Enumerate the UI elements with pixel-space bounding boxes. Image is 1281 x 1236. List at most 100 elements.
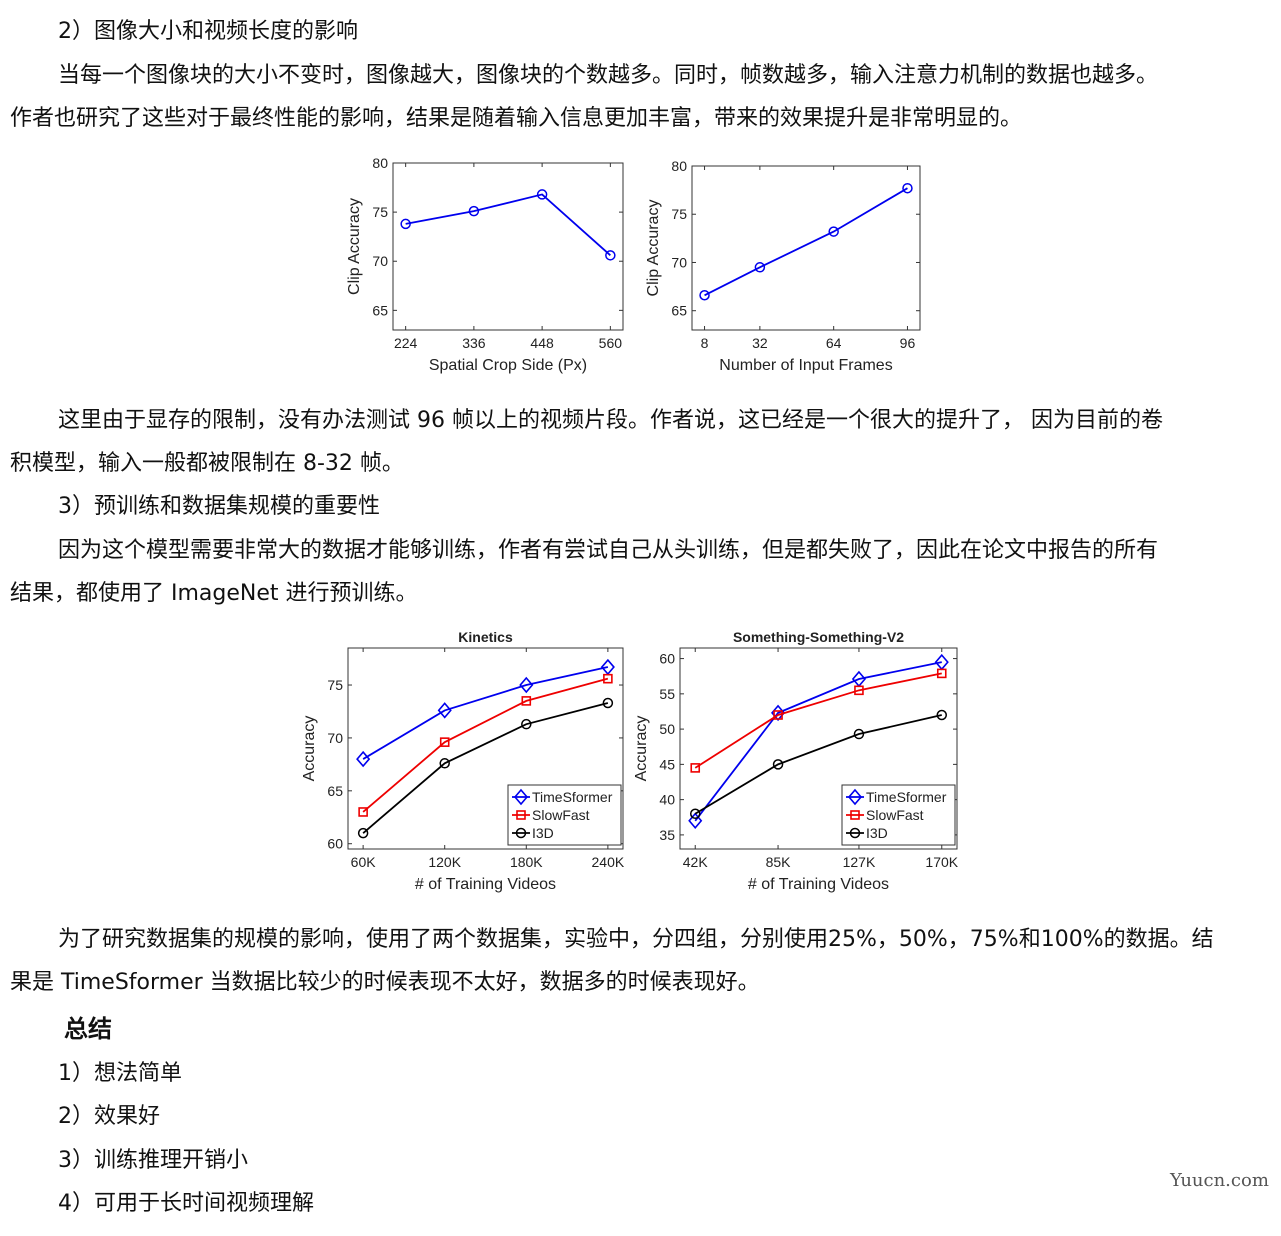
paragraph-3-line-1: 因为这个模型需要非常大的数据才能够训练，作者有尝试自己从头训练，但是都失败了，因… bbox=[58, 538, 1159, 563]
y-tick-label: 55 bbox=[659, 686, 675, 702]
data-point bbox=[853, 728, 865, 740]
x-axis-label: Number of Input Frames bbox=[719, 357, 892, 374]
data-point bbox=[772, 759, 784, 770]
legend-marker bbox=[516, 810, 526, 820]
y-tick-label: 75 bbox=[671, 206, 687, 222]
paragraph-2-line-1: 这里由于显存的限制，没有办法测试 96 帧以上的视频片段。作者说，这已经是一个很… bbox=[58, 408, 1163, 433]
series-line bbox=[362, 702, 609, 834]
data-point bbox=[400, 218, 411, 230]
y-tick-label: 65 bbox=[671, 303, 687, 319]
y-tick-label: 60 bbox=[659, 651, 675, 667]
y-axis-label: Accuracy bbox=[633, 716, 650, 782]
legend-label: SlowFast bbox=[866, 807, 924, 823]
x-tick-label: 336 bbox=[462, 335, 486, 351]
summary-title: 总结 bbox=[64, 1015, 112, 1043]
series-line bbox=[362, 677, 609, 813]
data-point bbox=[699, 290, 710, 301]
chart-title: Kinetics bbox=[458, 629, 513, 645]
x-tick-label: 240K bbox=[592, 854, 625, 870]
data-point bbox=[754, 262, 766, 273]
data-point bbox=[602, 697, 614, 709]
x-tick-label: 448 bbox=[530, 335, 554, 351]
legend-marker bbox=[515, 827, 527, 839]
data-point bbox=[773, 710, 783, 720]
y-tick-label: 80 bbox=[671, 158, 687, 174]
data-point bbox=[936, 668, 947, 679]
section-2-heading: 2）图像大小和视频长度的影响 bbox=[58, 19, 358, 44]
x-tick-label: 560 bbox=[599, 335, 623, 351]
y-tick-label: 65 bbox=[372, 302, 388, 318]
series-line bbox=[704, 187, 908, 297]
series-line bbox=[405, 193, 611, 257]
plot-frame bbox=[392, 162, 624, 331]
legend-marker bbox=[847, 788, 863, 806]
y-tick-label: 60 bbox=[327, 836, 343, 852]
y-tick-label: 35 bbox=[659, 827, 675, 843]
paragraph-4-line-2: 果是 TimeSformer 当数据比较少的时候表现不太好，数据多的时候表现好。 bbox=[10, 970, 760, 995]
data-point bbox=[688, 812, 703, 830]
summary-item: 3）训练推理开销小 bbox=[58, 1148, 248, 1173]
x-tick-label: 120K bbox=[428, 854, 461, 870]
watermark: Yuucn.com bbox=[1170, 1170, 1269, 1191]
series-line bbox=[694, 661, 942, 822]
x-tick-label: 96 bbox=[900, 335, 916, 351]
y-tick-label: 80 bbox=[372, 155, 388, 171]
data-point bbox=[521, 696, 532, 706]
y-tick-label: 40 bbox=[659, 792, 675, 808]
x-tick-label: 170K bbox=[925, 854, 958, 870]
data-point bbox=[439, 737, 450, 747]
y-axis-label: Accuracy bbox=[301, 716, 318, 782]
x-tick-label: 64 bbox=[826, 335, 842, 351]
data-point bbox=[854, 685, 864, 696]
data-point bbox=[468, 205, 480, 217]
legend-marker bbox=[850, 810, 860, 820]
data-point bbox=[357, 827, 369, 839]
x-tick-label: 127K bbox=[843, 854, 876, 870]
legend-label: I3D bbox=[532, 825, 554, 841]
x-tick-label: 60K bbox=[351, 854, 377, 870]
chart-title: Something-Something-V2 bbox=[733, 629, 904, 645]
data-point bbox=[902, 182, 913, 194]
y-tick-label: 50 bbox=[659, 721, 675, 737]
legend-label: TimeSformer bbox=[866, 789, 947, 805]
y-tick-label: 70 bbox=[671, 254, 687, 270]
y-tick-label: 70 bbox=[327, 730, 343, 746]
data-point bbox=[536, 189, 548, 200]
data-point bbox=[689, 808, 701, 819]
x-axis-label: Spatial Crop Side (Px) bbox=[429, 357, 587, 374]
paragraph-3-line-2: 结果，都使用了 ImageNet 进行预训练。 bbox=[10, 581, 418, 606]
x-axis-label: # of Training Videos bbox=[748, 876, 889, 893]
y-axis-label: Clip Accuracy bbox=[346, 198, 363, 295]
data-point bbox=[437, 702, 452, 719]
data-point bbox=[358, 807, 368, 817]
y-tick-label: 75 bbox=[327, 677, 343, 693]
y-tick-label: 75 bbox=[372, 204, 388, 220]
legend-marker bbox=[513, 788, 529, 806]
x-tick-label: 8 bbox=[701, 335, 709, 351]
data-point bbox=[936, 709, 948, 721]
data-point bbox=[690, 763, 701, 773]
data-point bbox=[603, 673, 613, 684]
x-tick-label: 224 bbox=[394, 335, 418, 351]
x-tick-label: 85K bbox=[766, 854, 792, 870]
x-axis-label: # of Training Videos bbox=[415, 876, 556, 893]
y-axis-label: Clip Accuracy bbox=[645, 200, 662, 297]
paragraph-4-line-1: 为了研究数据集的规模的影响，使用了两个数据集，实验中，分四组，分别使用25%，5… bbox=[58, 927, 1214, 952]
y-tick-label: 45 bbox=[659, 756, 675, 772]
data-point bbox=[439, 758, 450, 769]
summary-item: 2）效果好 bbox=[58, 1104, 160, 1129]
data-point bbox=[356, 750, 371, 768]
summary-item: 1）想法简单 bbox=[58, 1061, 182, 1086]
y-tick-label: 65 bbox=[327, 783, 343, 799]
legend-marker bbox=[849, 827, 861, 839]
series-line bbox=[694, 714, 942, 815]
legend-box bbox=[507, 784, 622, 846]
data-point bbox=[828, 226, 839, 237]
series-line bbox=[362, 666, 609, 760]
paragraph-1-line-1: 当每一个图像块的大小不变时，图像越大，图像块的个数越多。同时，帧数越多，输入注意… bbox=[58, 63, 1159, 88]
legend-label: I3D bbox=[866, 825, 888, 841]
